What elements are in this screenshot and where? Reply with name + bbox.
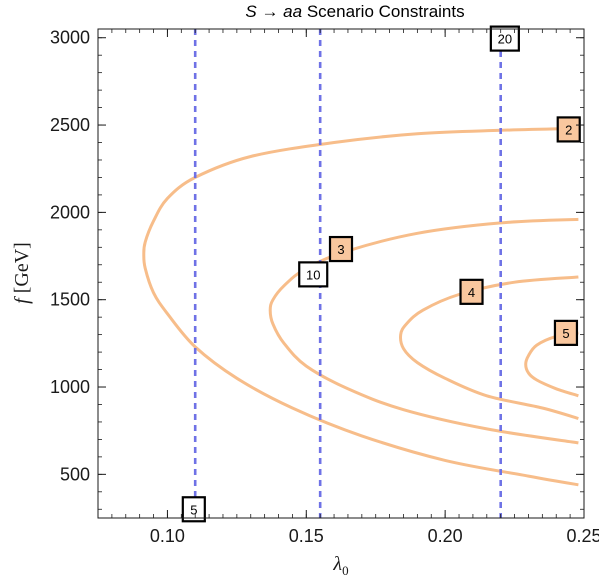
contour-label: 3 [328, 235, 354, 263]
vline-label-text: 5 [190, 502, 197, 517]
y-tick-label: 2000 [50, 202, 90, 222]
y-tick-label: 500 [60, 464, 90, 484]
vline-label-text: 10 [306, 267, 320, 282]
y-tick-label: 2500 [50, 115, 90, 135]
x-tick-label: 0.10 [150, 526, 185, 546]
contour-label-box [553, 319, 579, 346]
contour-line-4 [399, 275, 579, 420]
x-tick-label: 0.25 [566, 526, 599, 546]
contour-label: 5 [553, 319, 579, 346]
axis-ticks: 0.10 0.15 0.20 0.25 500 1000 1500 2000 2500 3000 [50, 28, 599, 546]
y-tick-label: 3000 [50, 28, 90, 48]
vline-label: 5 [181, 496, 206, 523]
contour-label-box [556, 116, 581, 143]
contour-label-text: 3 [337, 242, 344, 257]
contour-label-text: 5 [562, 326, 569, 341]
vline-label-text: 20 [498, 32, 512, 47]
contour-label-text: 4 [468, 285, 475, 300]
contour-label: 4 [459, 278, 484, 305]
x-axis-title: λ0 [332, 553, 348, 578]
x-tick-label: 0.15 [289, 526, 324, 546]
plot-area: 2 3 4 5 20 10 5 [142, 25, 581, 523]
contour-line-3 [268, 217, 579, 445]
vline-label: 10 [298, 261, 329, 288]
x-tick-label: 0.20 [428, 526, 463, 546]
contour-line-2 [142, 127, 579, 487]
contour-label-box [459, 278, 484, 305]
plot-frame [97, 28, 585, 519]
vline-label-box [298, 261, 329, 288]
vline-label-box [181, 496, 206, 523]
y-axis-title: f [GeV] [11, 242, 33, 304]
contour-label: 2 [556, 116, 581, 143]
contour-line-5 [524, 331, 579, 398]
chart-title: S → aa Scenario Constraints [245, 2, 464, 21]
y-tick-label: 1000 [50, 377, 90, 397]
y-tick-label: 1500 [50, 290, 90, 310]
contour-label-text: 2 [565, 122, 572, 137]
contour-label-box [328, 235, 354, 263]
